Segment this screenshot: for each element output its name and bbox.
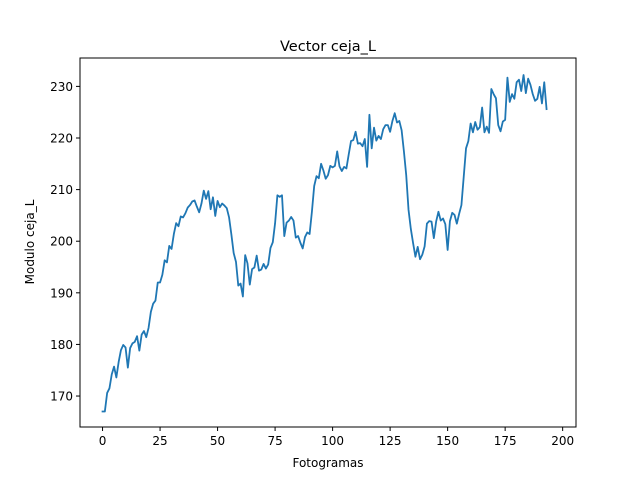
series-line: [101, 74, 548, 413]
x-tick-label: 0: [99, 434, 107, 448]
y-tick-label: 170: [50, 390, 73, 404]
y-tick-label: 180: [50, 338, 73, 352]
x-tick-label: 100: [321, 434, 344, 448]
chart-title: Vector ceja_L: [280, 39, 376, 55]
y-tick-label: 190: [50, 286, 73, 300]
x-tick-label: 125: [379, 434, 402, 448]
y-tick-label: 210: [50, 183, 73, 197]
x-tick-label: 200: [551, 434, 574, 448]
x-tick-label: 175: [494, 434, 517, 448]
x-tick-label: 25: [152, 434, 167, 448]
y-axis: 170 180 190 200 210 220 230: [50, 80, 80, 404]
x-tick-label: 75: [267, 434, 282, 448]
x-tick-label: 50: [210, 434, 225, 448]
y-axis-title: Modulo ceja_L: [23, 199, 37, 284]
x-axis-title: Fotogramas: [292, 456, 363, 470]
y-tick-label: 230: [50, 80, 73, 94]
plot-frame: [79, 57, 577, 428]
y-tick-label: 220: [50, 131, 73, 145]
x-axis: 0 25 50 75 100 125 150 175 200: [99, 427, 574, 448]
y-tick-label: 200: [50, 235, 73, 249]
x-tick-label: 150: [436, 434, 459, 448]
